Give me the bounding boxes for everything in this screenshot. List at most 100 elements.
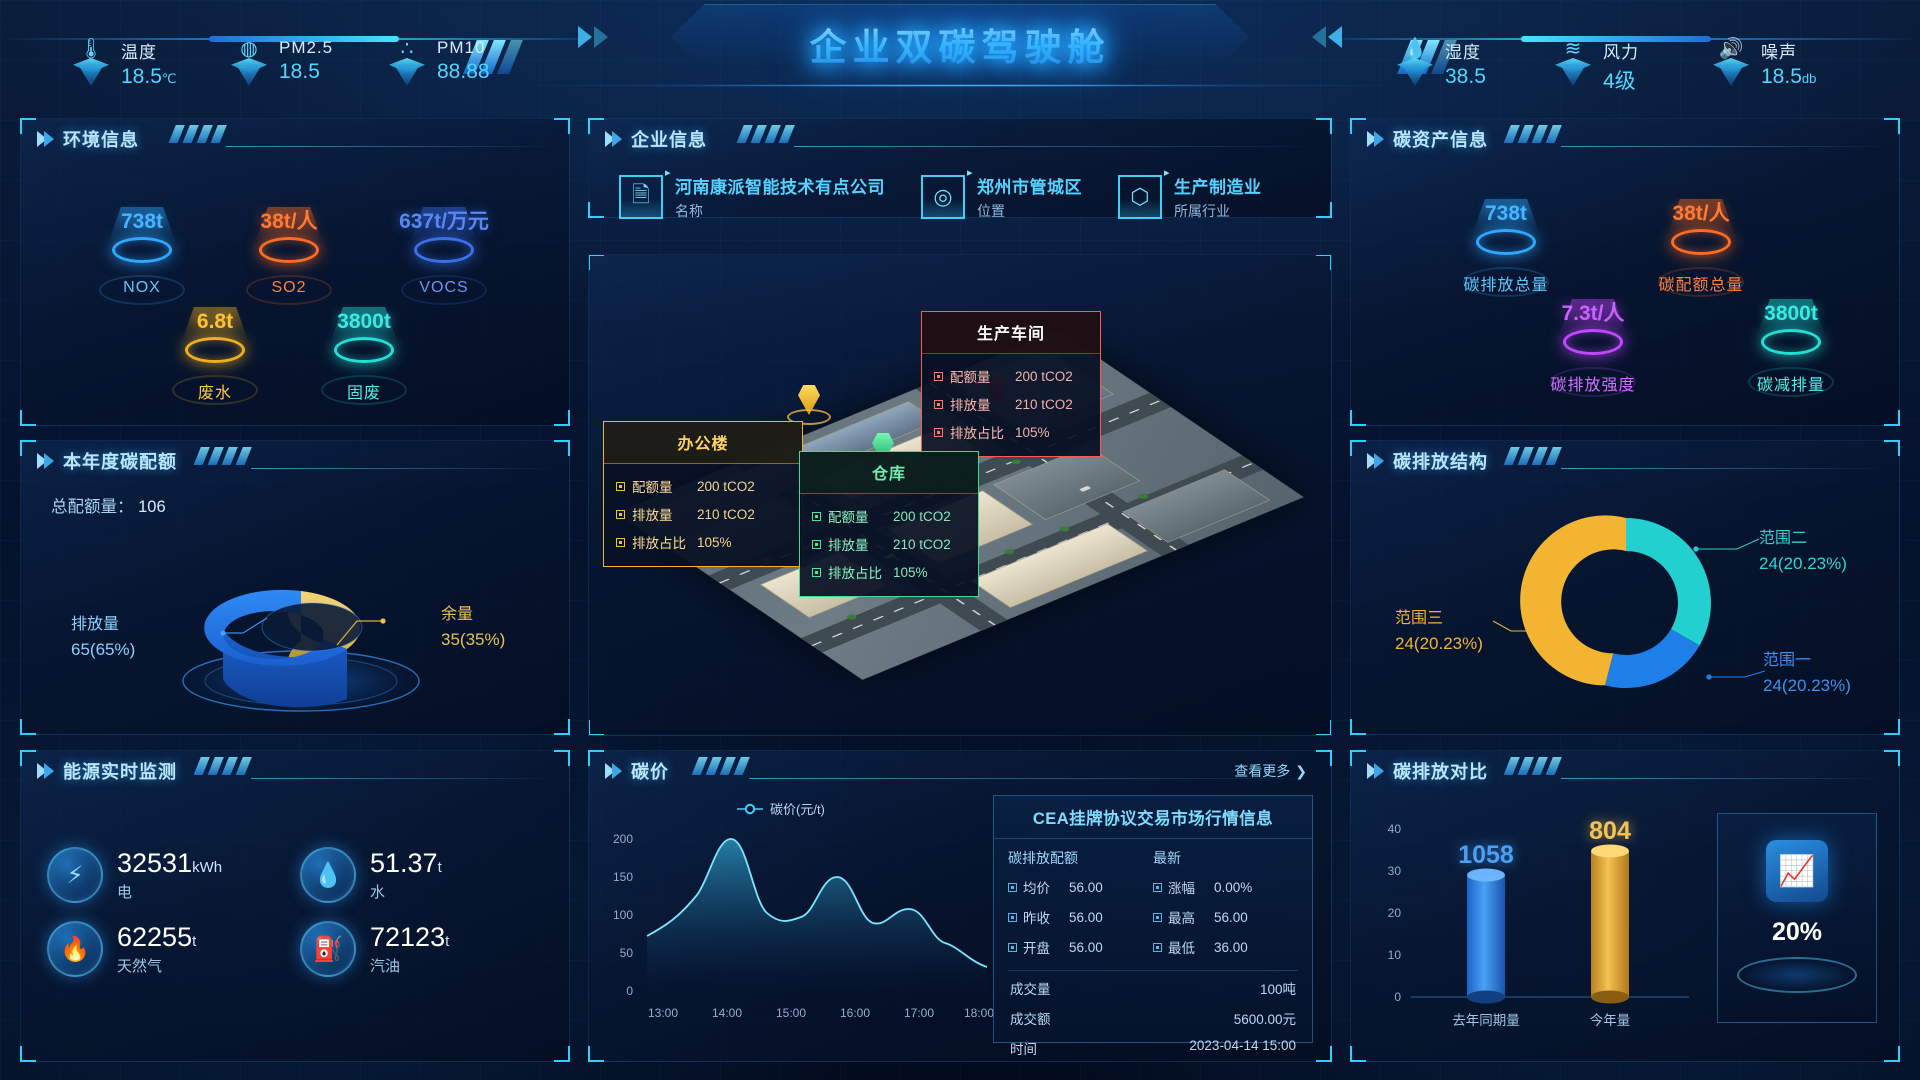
- cea-summary-value: 2023-04-14 15:00: [1189, 1038, 1296, 1053]
- cea-summary-key: 时间: [1010, 1042, 1037, 1057]
- orb-value: 38t/人: [1672, 202, 1730, 225]
- chart-up-icon: 📈: [1766, 840, 1828, 902]
- orb-reduction: 3800t 碳减排量: [1731, 299, 1851, 397]
- callout-value: 105%: [893, 564, 928, 580]
- energy-label: 天然气: [117, 958, 163, 975]
- metric-value: 38.5: [1445, 65, 1486, 88]
- callout-value: 200 tCO2: [893, 508, 951, 524]
- factory-3d-model[interactable]: 生产车间 配额量 200 tCO2 排放量 210 tCO2 排放占比: [589, 255, 1331, 735]
- chevron-right-icon: [605, 131, 622, 147]
- water-drop-icon: 💧: [300, 847, 356, 903]
- panel-deco: [191, 757, 252, 781]
- enterprise-value: 生产制造业: [1164, 166, 1262, 198]
- panel-deco: [1501, 757, 1562, 781]
- enterprise-item-name: 🗎 河南康派智能技术有点公司 名称: [619, 166, 885, 221]
- quota-emission-name: 排放量: [71, 616, 120, 633]
- panel-factory-3d-scene[interactable]: 生产车间 配额量 200 tCO2 排放量 210 tCO2 排放占比: [588, 254, 1332, 736]
- panel-energy-monitor: 能源实时监测 ⚡ 32531kWh 电 💧 51.37t 水 🔥: [20, 750, 570, 1062]
- bullet-icon: [1008, 882, 1017, 892]
- metric-unit: db: [1801, 71, 1817, 86]
- panel-divider: [251, 468, 559, 469]
- panel-title: 企业信息: [631, 130, 707, 150]
- marker-office-building[interactable]: [787, 385, 831, 425]
- header-chevron-left-icon: [578, 26, 608, 48]
- cea-key: 昨收: [1023, 911, 1050, 926]
- enterprise-item-industry: ⬡ 生产制造业 所属行业: [1118, 166, 1262, 221]
- view-more-link[interactable]: 查看更多 ❯: [1234, 761, 1307, 781]
- cea-summary-row: 成交额 5600.00元: [994, 1003, 1312, 1033]
- bullet-icon: [934, 371, 943, 381]
- cea-summary-value: 100吨: [1259, 982, 1296, 997]
- chevron-right-icon: [37, 131, 54, 147]
- orb-vocs: 637t/万元 VOCS: [389, 207, 499, 305]
- panel-deco: [166, 125, 227, 149]
- callout-warehouse[interactable]: 仓库 配额量 200 tCO2 排放量 210 tCO2 排放占比: [799, 451, 979, 597]
- panel-title: 碳排放结构: [1393, 452, 1488, 472]
- callout-value: 105%: [1015, 424, 1050, 440]
- svg-text:100: 100: [613, 908, 633, 922]
- scope-value: 24(20.23%): [1759, 554, 1847, 573]
- cube-icon: ⬡: [1118, 175, 1162, 219]
- callout-row: 排放占比 105%: [934, 418, 1088, 446]
- callout-key: 配额量: [950, 370, 991, 385]
- cea-value: 0.00%: [1214, 879, 1253, 895]
- scope-value: 24(20.23%): [1763, 676, 1851, 695]
- panel-annual-quota: 本年度碳配额 总配额量： 106: [20, 440, 570, 735]
- metric-label: PM2.5: [279, 38, 334, 57]
- metric-label: 风力: [1603, 43, 1639, 62]
- callout-key: 排放量: [828, 538, 869, 553]
- cea-row: 昨收 56.00 最高 56.00: [994, 902, 1312, 932]
- metric-temperature: 🌡 温度 18.5℃: [70, 38, 210, 89]
- bar-category-last-year: 去年同期量: [1452, 1013, 1520, 1028]
- emission-donut-chart: [1492, 515, 1766, 689]
- panel-deco: [1501, 125, 1562, 149]
- orb-total-quota: 38t/人 碳配额总量: [1641, 199, 1761, 297]
- svg-text:17:00: 17:00: [904, 1006, 934, 1020]
- panel-header: 碳排放对比: [1351, 751, 1899, 791]
- cea-key: 均价: [1023, 881, 1050, 896]
- cea-key: 涨幅: [1168, 881, 1195, 896]
- pm25-icon: ◍: [228, 38, 270, 86]
- bullet-icon: [616, 481, 625, 491]
- metric-value: 18.5: [121, 65, 162, 88]
- energy-item-gas: 🔥 62255t 天然气: [47, 921, 290, 977]
- pm10-icon: ∴: [386, 38, 428, 86]
- metric-wind: ≋ 风力 4级: [1552, 38, 1692, 95]
- title-underglow: [530, 84, 1390, 87]
- cea-market-table: CEA挂牌协议交易市场行情信息 碳排放配额 最新 均价 56.00 涨幅 0.00%…: [993, 795, 1313, 1057]
- enterprise-value: 河南康派智能技术有点公司: [665, 166, 885, 198]
- quota-total-value: 106: [138, 498, 166, 516]
- cea-value: 56.00: [1214, 909, 1248, 925]
- metric-pm25: ◍ PM2.5 18.5: [228, 38, 368, 89]
- svg-text:15:00: 15:00: [776, 1006, 806, 1020]
- cea-key: 最高: [1168, 911, 1195, 926]
- quota-emission-value: 65(65%): [71, 640, 136, 659]
- orb-value: 6.8t: [196, 310, 234, 333]
- bullet-icon: [1008, 942, 1017, 952]
- orb-value: 7.3t/人: [1561, 302, 1625, 325]
- callout-key: 排放量: [632, 508, 673, 523]
- bullet-icon: [1008, 912, 1017, 922]
- callout-office-building[interactable]: 办公楼 配额量 200 tCO2 排放量 210 tCO2 排放占比: [603, 421, 803, 567]
- svg-text:200: 200: [613, 832, 633, 846]
- panel-divider: [251, 778, 559, 779]
- donut-label-scope1: 范围一 24(20.23%): [1763, 649, 1851, 699]
- dashboard-header: 企业双碳驾驶舱 🌡 温度 18.5℃ ◍ PM2.5 18.5: [0, 0, 1920, 110]
- quota-remaining-name: 余量: [441, 606, 474, 623]
- orb-emission-intensity: 7.3t/人 碳排放强度: [1533, 299, 1653, 397]
- energy-label: 汽油: [370, 958, 401, 975]
- energy-value: 72123: [370, 922, 446, 952]
- cea-value: 56.00: [1069, 939, 1103, 955]
- callout-value: 200 tCO2: [697, 478, 755, 494]
- callout-row: 排放量 210 tCO2: [934, 390, 1088, 418]
- asset-orb-group: 738t 碳排放总量 38t/人 碳配额总量 7.3t/人 碳排放强度: [1351, 159, 1899, 409]
- bar-value-last-year: 1058: [1458, 841, 1514, 869]
- panel-title: 碳价: [631, 762, 669, 782]
- cea-key: 开盘: [1023, 941, 1050, 956]
- panel-divider: [1561, 778, 1889, 779]
- callout-production-workshop[interactable]: 生产车间 配额量 200 tCO2 排放量 210 tCO2 排放占比: [921, 311, 1101, 457]
- dashboard-title-plate: 企业双碳驾驶舱: [610, 0, 1310, 88]
- callout-value: 210 tCO2: [697, 506, 755, 522]
- panel-divider: [749, 778, 1321, 779]
